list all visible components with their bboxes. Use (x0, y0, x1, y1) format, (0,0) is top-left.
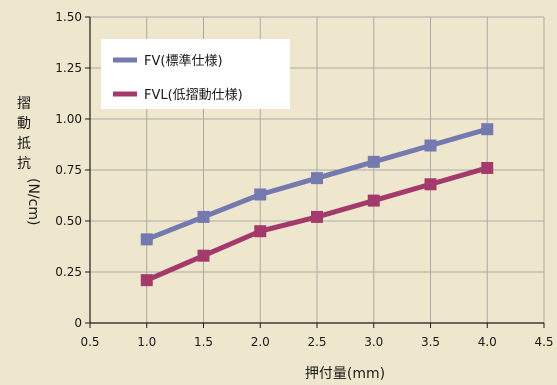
data-point (140, 233, 153, 246)
data-point (481, 161, 494, 174)
data-point (481, 123, 494, 136)
x-tick-label: 4.0 (478, 335, 497, 349)
series-0 (140, 123, 494, 246)
axes (85, 16, 545, 328)
data-point (424, 139, 437, 152)
data-point (424, 178, 437, 191)
legend-label: FVL(低摺動仕様) (144, 88, 243, 103)
y-tick-label: 1.50 (55, 10, 82, 24)
series-lines (140, 123, 494, 287)
y-tick-labels: 0 0.25 0.50 0.75 1.00 1.25 1.50 (55, 10, 82, 330)
y-axis-label-unit: (N/cm) (25, 178, 41, 225)
data-point (140, 274, 153, 287)
data-point (197, 249, 210, 262)
data-point (254, 188, 267, 201)
y-tick-label: 0.25 (55, 265, 82, 279)
legend-box (101, 39, 290, 109)
data-point (254, 225, 267, 238)
y-tick-label: 0.75 (55, 163, 82, 177)
x-tick-label: 2.5 (307, 335, 326, 349)
data-point (367, 155, 380, 168)
x-axis-label: 押付量(mm) (305, 366, 385, 382)
legend: FV(標準仕様) FVL(低摺動仕様) (101, 39, 290, 109)
x-tick-label: 1.5 (194, 335, 213, 349)
y-tick-label: 1.00 (55, 112, 82, 126)
data-point (311, 172, 323, 185)
y-axis-label: 摺動抵抗 (N/cm) (17, 96, 41, 225)
x-tick-labels: 0.5 1.0 1.5 2.0 2.5 3.0 3.5 4.0 4.5 (80, 335, 553, 349)
x-tick-label: 3.0 (364, 335, 383, 349)
y-tick-label: 0.50 (55, 214, 82, 228)
y-tick-label: 1.25 (55, 61, 82, 75)
series-1 (140, 161, 494, 287)
y-tick-label: 0 (74, 316, 82, 330)
x-tick-label: 2.0 (251, 335, 270, 349)
data-point (367, 194, 380, 207)
x-tick-label: 3.5 (421, 335, 440, 349)
data-point (311, 210, 323, 223)
legend-label: FV(標準仕様) (144, 53, 223, 69)
data-point (197, 210, 210, 223)
x-tick-label: 1.0 (137, 335, 156, 349)
x-tick-label: 4.5 (534, 335, 553, 349)
x-tick-label: 0.5 (80, 335, 99, 349)
y-axis-label-text: 摺動抵抗 (17, 96, 31, 172)
